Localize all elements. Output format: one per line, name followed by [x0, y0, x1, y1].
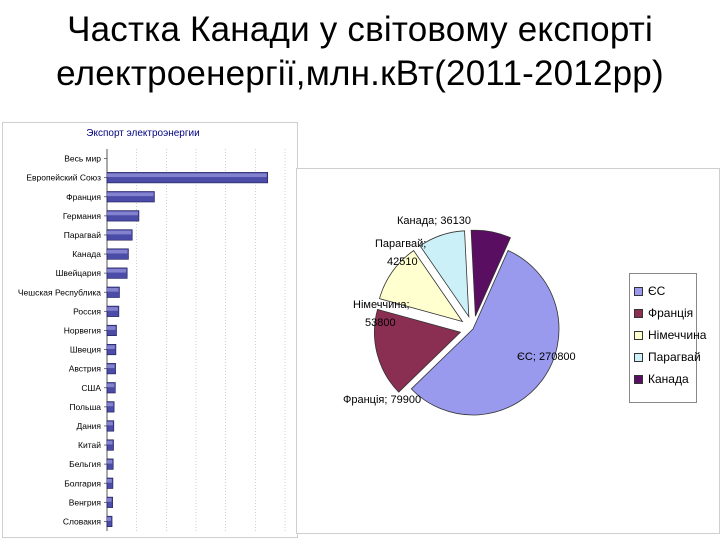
- bar-highlight: [107, 421, 113, 426]
- bar-mark: [106, 439, 114, 451]
- bar-mark: [106, 248, 129, 260]
- bar-highlight: [107, 402, 114, 407]
- bar-mark: [106, 343, 117, 356]
- bar-mark: [106, 363, 116, 375]
- bar-chart-title: Экспорт электроэнергии: [86, 128, 199, 139]
- bar-highlight: [107, 478, 112, 483]
- bar-highlight: [107, 459, 113, 464]
- bar-category-label: Польша: [69, 402, 101, 412]
- bar-category-label: Франция: [66, 192, 101, 202]
- bar-mark: [106, 267, 128, 279]
- legend-label: Франція: [648, 306, 694, 320]
- bar-highlight: [107, 345, 115, 349]
- bar-category-label: Швейцария: [56, 268, 102, 278]
- bar-mark: [106, 401, 115, 413]
- bar-mark: [106, 286, 120, 298]
- bar-mark: [106, 210, 140, 222]
- pie-legend: ЄС Франція Німеччина Парагвай Канада: [629, 273, 706, 403]
- bar-category-label: Парагвай: [64, 230, 102, 240]
- bar-mark: [106, 420, 115, 432]
- bar-category-label: Канада: [72, 249, 101, 259]
- bar-mark: [106, 172, 269, 184]
- legend-swatch: [634, 308, 643, 318]
- pie-data-label: Парагвай; 42510: [375, 238, 426, 268]
- bar-highlight: [107, 173, 267, 178]
- bar-highlight: [107, 268, 127, 273]
- legend-item: Канада: [634, 368, 692, 390]
- bar-category-label: Дания: [76, 421, 101, 431]
- bar-highlight: [107, 287, 119, 292]
- legend-label: Парагвай: [648, 350, 701, 364]
- bar-highlight: [107, 440, 113, 445]
- bar-highlight: [107, 517, 112, 521]
- slide-title-line-2: електроенергії,млн.кВт(2011-2012рр): [56, 54, 664, 93]
- legend-swatch: [634, 374, 643, 384]
- legend-item: Німеччина: [634, 324, 706, 346]
- bar-mark: [106, 477, 114, 489]
- bar-category-label: Словакия: [63, 516, 102, 526]
- bar-mark: [106, 382, 116, 394]
- bar-chart-panel: Экспорт электроэнергии Весь мир Европейски…: [2, 122, 298, 538]
- pie-slice: [470, 229, 511, 317]
- bar-category-label: Норвегия: [64, 325, 102, 335]
- pie-chart: ЄС; 270800 Франція; 79900 Німеччина; 53800 П…: [343, 215, 576, 416]
- pie-chart-panel: ЄС; 270800 Франція; 79900 Німеччина; 53800 П…: [296, 168, 720, 534]
- pie-data-label: Канада; 36130: [397, 215, 471, 227]
- bar-highlight: [107, 364, 115, 369]
- bar-highlight: [107, 249, 128, 254]
- bar-highlight: [107, 383, 115, 388]
- legend-label: Німеччина: [648, 328, 707, 342]
- bar-highlight: [107, 211, 138, 216]
- legend-item: Парагвай: [634, 346, 701, 368]
- bar-highlight: [107, 498, 112, 502]
- bar-mark: [106, 324, 117, 337]
- legend-label: ЄС: [648, 284, 666, 298]
- bar-category-label: Венгрия: [69, 497, 102, 507]
- pie-slice: [374, 308, 462, 393]
- pie-data-label: Німеччина; 53800: [353, 299, 410, 329]
- bar-mark: [106, 191, 155, 203]
- bar-highlight: [107, 326, 116, 330]
- legend-label: Канада: [648, 372, 689, 386]
- bar-category-label: Германия: [63, 211, 102, 221]
- bar-category-label: Китай: [78, 440, 101, 450]
- legend-swatch: [634, 352, 643, 362]
- bar-category-label: Европейский Союз: [26, 173, 101, 183]
- slide-title-line-1: Частка Канади у світовому експорті: [67, 10, 653, 49]
- bar-highlight: [107, 192, 154, 197]
- pie-slice: [419, 230, 470, 319]
- pie-data-label: ЄС; 270800: [517, 351, 576, 363]
- bar-highlight: [107, 307, 118, 311]
- legend-item: Франція: [634, 302, 694, 324]
- legend-swatch: [634, 286, 643, 296]
- legend-swatch: [634, 330, 643, 340]
- bar-category-label: США: [81, 383, 101, 393]
- bar-mark: [106, 515, 113, 528]
- bar-mark: [106, 458, 114, 470]
- pie-slice: [410, 249, 560, 416]
- bar-category-label: Швеция: [70, 345, 102, 355]
- slide-title: Частка Канади у світовому експорті елект…: [0, 8, 720, 96]
- bar-chart: Экспорт электроэнергии Весь мир Европейски…: [18, 128, 286, 531]
- bar-mark: [106, 305, 120, 317]
- bar-category-label: Чешская Республика: [18, 287, 101, 297]
- bar-category-label: Весь мир: [64, 154, 101, 164]
- bar-category-label: Болгария: [64, 478, 101, 488]
- bar-mark: [106, 496, 113, 508]
- bar-mark: [106, 229, 133, 241]
- bar-category-label: Бельгия: [69, 459, 101, 469]
- pie-data-label: Франція; 79900: [343, 394, 421, 406]
- bar-highlight: [107, 230, 132, 235]
- bar-category-label: Россия: [73, 306, 101, 316]
- legend-item: ЄС: [634, 280, 692, 302]
- bar-category-label: Австрия: [69, 364, 102, 374]
- pie-slice: [378, 250, 464, 323]
